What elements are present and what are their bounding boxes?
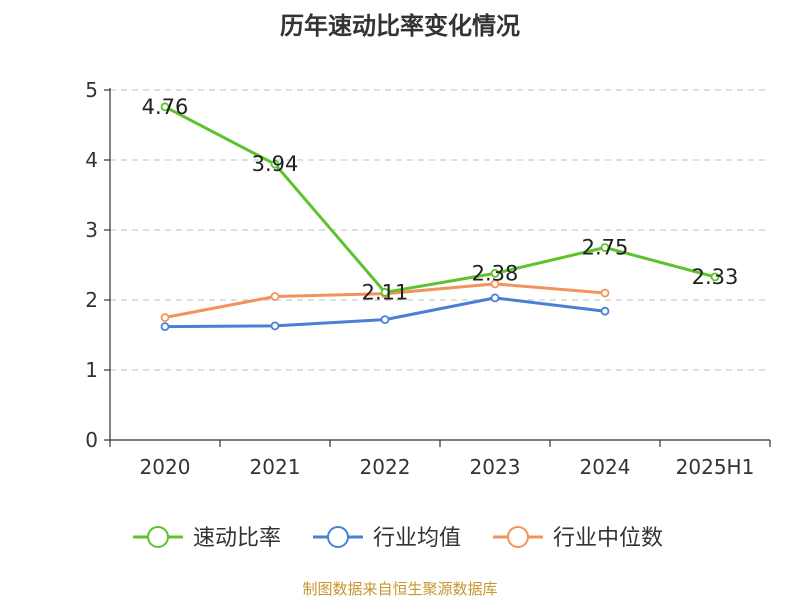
legend-label: 行业均值 bbox=[373, 526, 461, 551]
data-point bbox=[380, 315, 390, 325]
data-label: 2.75 bbox=[582, 236, 629, 260]
data-point bbox=[160, 322, 170, 332]
data-label: 4.76 bbox=[142, 95, 189, 119]
data-point bbox=[380, 287, 390, 297]
x-tick-label: 2025H1 bbox=[676, 455, 755, 479]
x-tick-label: 2020 bbox=[140, 455, 191, 479]
data-point bbox=[710, 272, 720, 282]
data-label: 2.38 bbox=[472, 261, 519, 285]
y-tick-label: 3 bbox=[85, 218, 98, 242]
data-point bbox=[270, 321, 280, 331]
legend-label: 行业中位数 bbox=[553, 526, 663, 551]
data-point bbox=[490, 293, 500, 303]
data-point bbox=[270, 292, 280, 301]
x-tick-label: 2021 bbox=[250, 455, 301, 479]
data-point bbox=[490, 268, 500, 278]
data-point bbox=[600, 288, 610, 298]
x-tick-label: 2024 bbox=[580, 455, 631, 479]
data-point bbox=[270, 159, 280, 169]
data-point bbox=[490, 279, 500, 289]
series-line bbox=[164, 105, 716, 294]
y-tick-label: 2 bbox=[85, 288, 98, 312]
data-point bbox=[600, 306, 610, 316]
legend-swatch-marker bbox=[327, 526, 349, 548]
legend-swatch-marker bbox=[147, 526, 169, 548]
chart-title: 历年速动比率变化情况 bbox=[280, 12, 520, 40]
legend-label: 速动比率 bbox=[193, 526, 281, 551]
data-label: 2.33 bbox=[692, 265, 739, 289]
data-label: 2.11 bbox=[362, 280, 409, 304]
source-note: 制图数据来自恒生聚源数据库 bbox=[302, 580, 498, 598]
x-tick-label: 2022 bbox=[360, 455, 411, 479]
data-point bbox=[600, 243, 610, 252]
y-tick-label: 5 bbox=[85, 78, 98, 102]
y-tick-label: 4 bbox=[85, 148, 98, 172]
data-point bbox=[160, 313, 170, 322]
data-label: 3.94 bbox=[252, 152, 299, 176]
data-point bbox=[160, 102, 170, 112]
y-tick-label: 0 bbox=[85, 428, 98, 452]
x-tick-label: 2023 bbox=[470, 455, 521, 479]
y-tick-label: 1 bbox=[85, 358, 98, 382]
legend-swatch-marker bbox=[507, 526, 529, 548]
